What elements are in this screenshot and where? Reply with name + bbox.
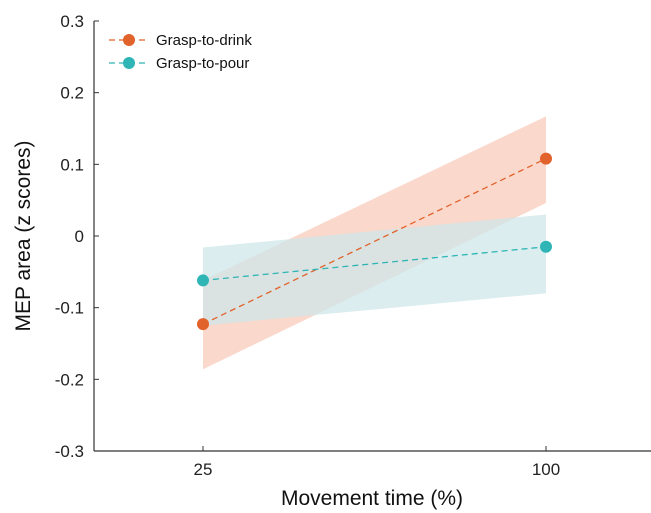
grasp-to-drink-point: [197, 318, 209, 331]
grasp-to-pour-point: [197, 274, 209, 287]
y-tick-label: -0.3: [55, 442, 84, 461]
series-lines: [202, 158, 547, 325]
grasp-to-pour-point: [540, 240, 552, 253]
grasp-to-pour-band: [203, 214, 546, 326]
grasp-to-pour-line: [202, 246, 547, 282]
y-tick-label: -0.2: [55, 370, 84, 389]
grasp-to-drink-line: [202, 158, 547, 325]
confidence-bands: [203, 116, 546, 370]
y-axis-title: MEP area (z scores): [12, 141, 35, 332]
x-tick-label: 25: [194, 460, 213, 479]
y-tick-label: 0: [75, 227, 84, 246]
y-tick-label: 0.2: [60, 84, 84, 103]
grasp-to-pour-legend-label: Grasp-to-pour: [156, 55, 249, 72]
legend: Grasp-to-drink Grasp-to-pour: [109, 32, 252, 72]
y-tick-label: 0.3: [60, 12, 84, 31]
x-axis-title: Movement time (%): [281, 487, 463, 510]
y-tick-label: -0.1: [55, 299, 84, 318]
series-points: [197, 152, 552, 331]
grasp-to-pour-legend-marker: [123, 57, 135, 69]
y-ticks: -0.3 -0.2 -0.1 0 0.1 0.2 0.3: [55, 12, 99, 461]
x-tick-label: 100: [532, 460, 560, 479]
x-ticks: 25 100: [194, 446, 560, 479]
grasp-to-drink-legend-marker: [123, 34, 135, 46]
grasp-to-drink-point: [540, 152, 552, 165]
grasp-to-drink-legend-label: Grasp-to-drink: [156, 32, 252, 49]
y-tick-label: 0.1: [60, 155, 84, 174]
